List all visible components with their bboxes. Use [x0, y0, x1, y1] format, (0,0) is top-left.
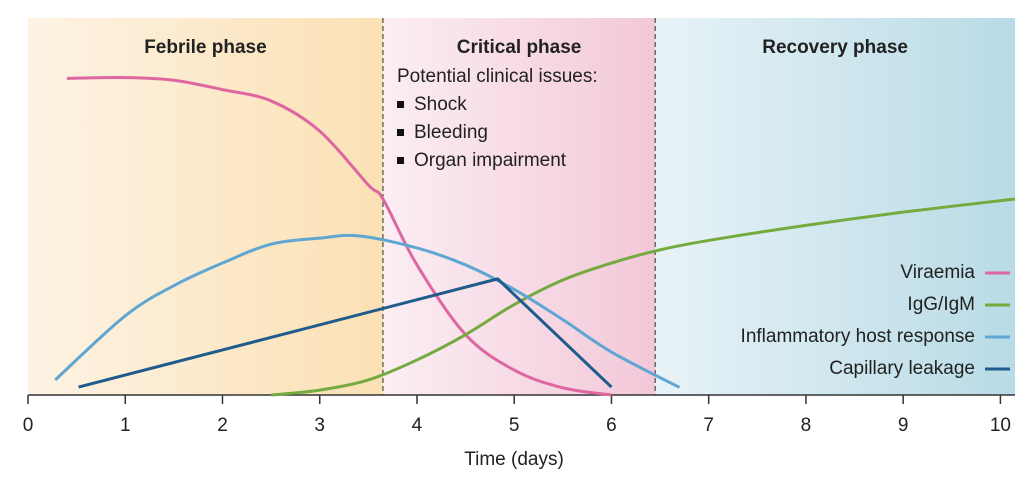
legend-label: Inflammatory host response — [741, 326, 975, 347]
x-tick-label: 6 — [606, 415, 617, 436]
x-tick-label: 9 — [898, 415, 909, 436]
annotation-item: Shock — [414, 94, 467, 115]
annotation-item: Organ impairment — [414, 150, 567, 171]
x-tick-label: 8 — [801, 415, 812, 436]
x-tick-label: 1 — [120, 415, 131, 436]
x-tick-label: 0 — [23, 415, 34, 436]
phase-label: Febrile phase — [144, 37, 267, 58]
phase-label: Recovery phase — [762, 37, 908, 58]
annotation-title: Potential clinical issues: — [397, 66, 598, 87]
x-tick-label: 3 — [314, 415, 325, 436]
x-tick-label: 10 — [990, 415, 1011, 436]
series-line — [270, 197, 1016, 397]
phase-band — [28, 18, 383, 395]
x-tick-label: 5 — [509, 415, 520, 436]
series-line — [78, 277, 613, 389]
x-tick-label: 2 — [217, 415, 228, 436]
bullet — [397, 157, 404, 164]
phase-label: Critical phase — [457, 37, 582, 58]
legend-label: Viraemia — [900, 262, 975, 283]
bullet — [397, 101, 404, 108]
x-tick-label: 4 — [412, 415, 423, 436]
bullet — [397, 129, 404, 136]
x-axis-label: Time (days) — [464, 449, 564, 470]
series-line — [66, 76, 612, 397]
x-tick-label: 7 — [703, 415, 714, 436]
series-line — [54, 233, 681, 389]
legend-label: Capillary leakage — [829, 358, 975, 379]
legend-label: IgG/IgM — [907, 294, 975, 315]
phase-band — [382, 18, 656, 395]
annotation-item: Bleeding — [414, 122, 488, 143]
